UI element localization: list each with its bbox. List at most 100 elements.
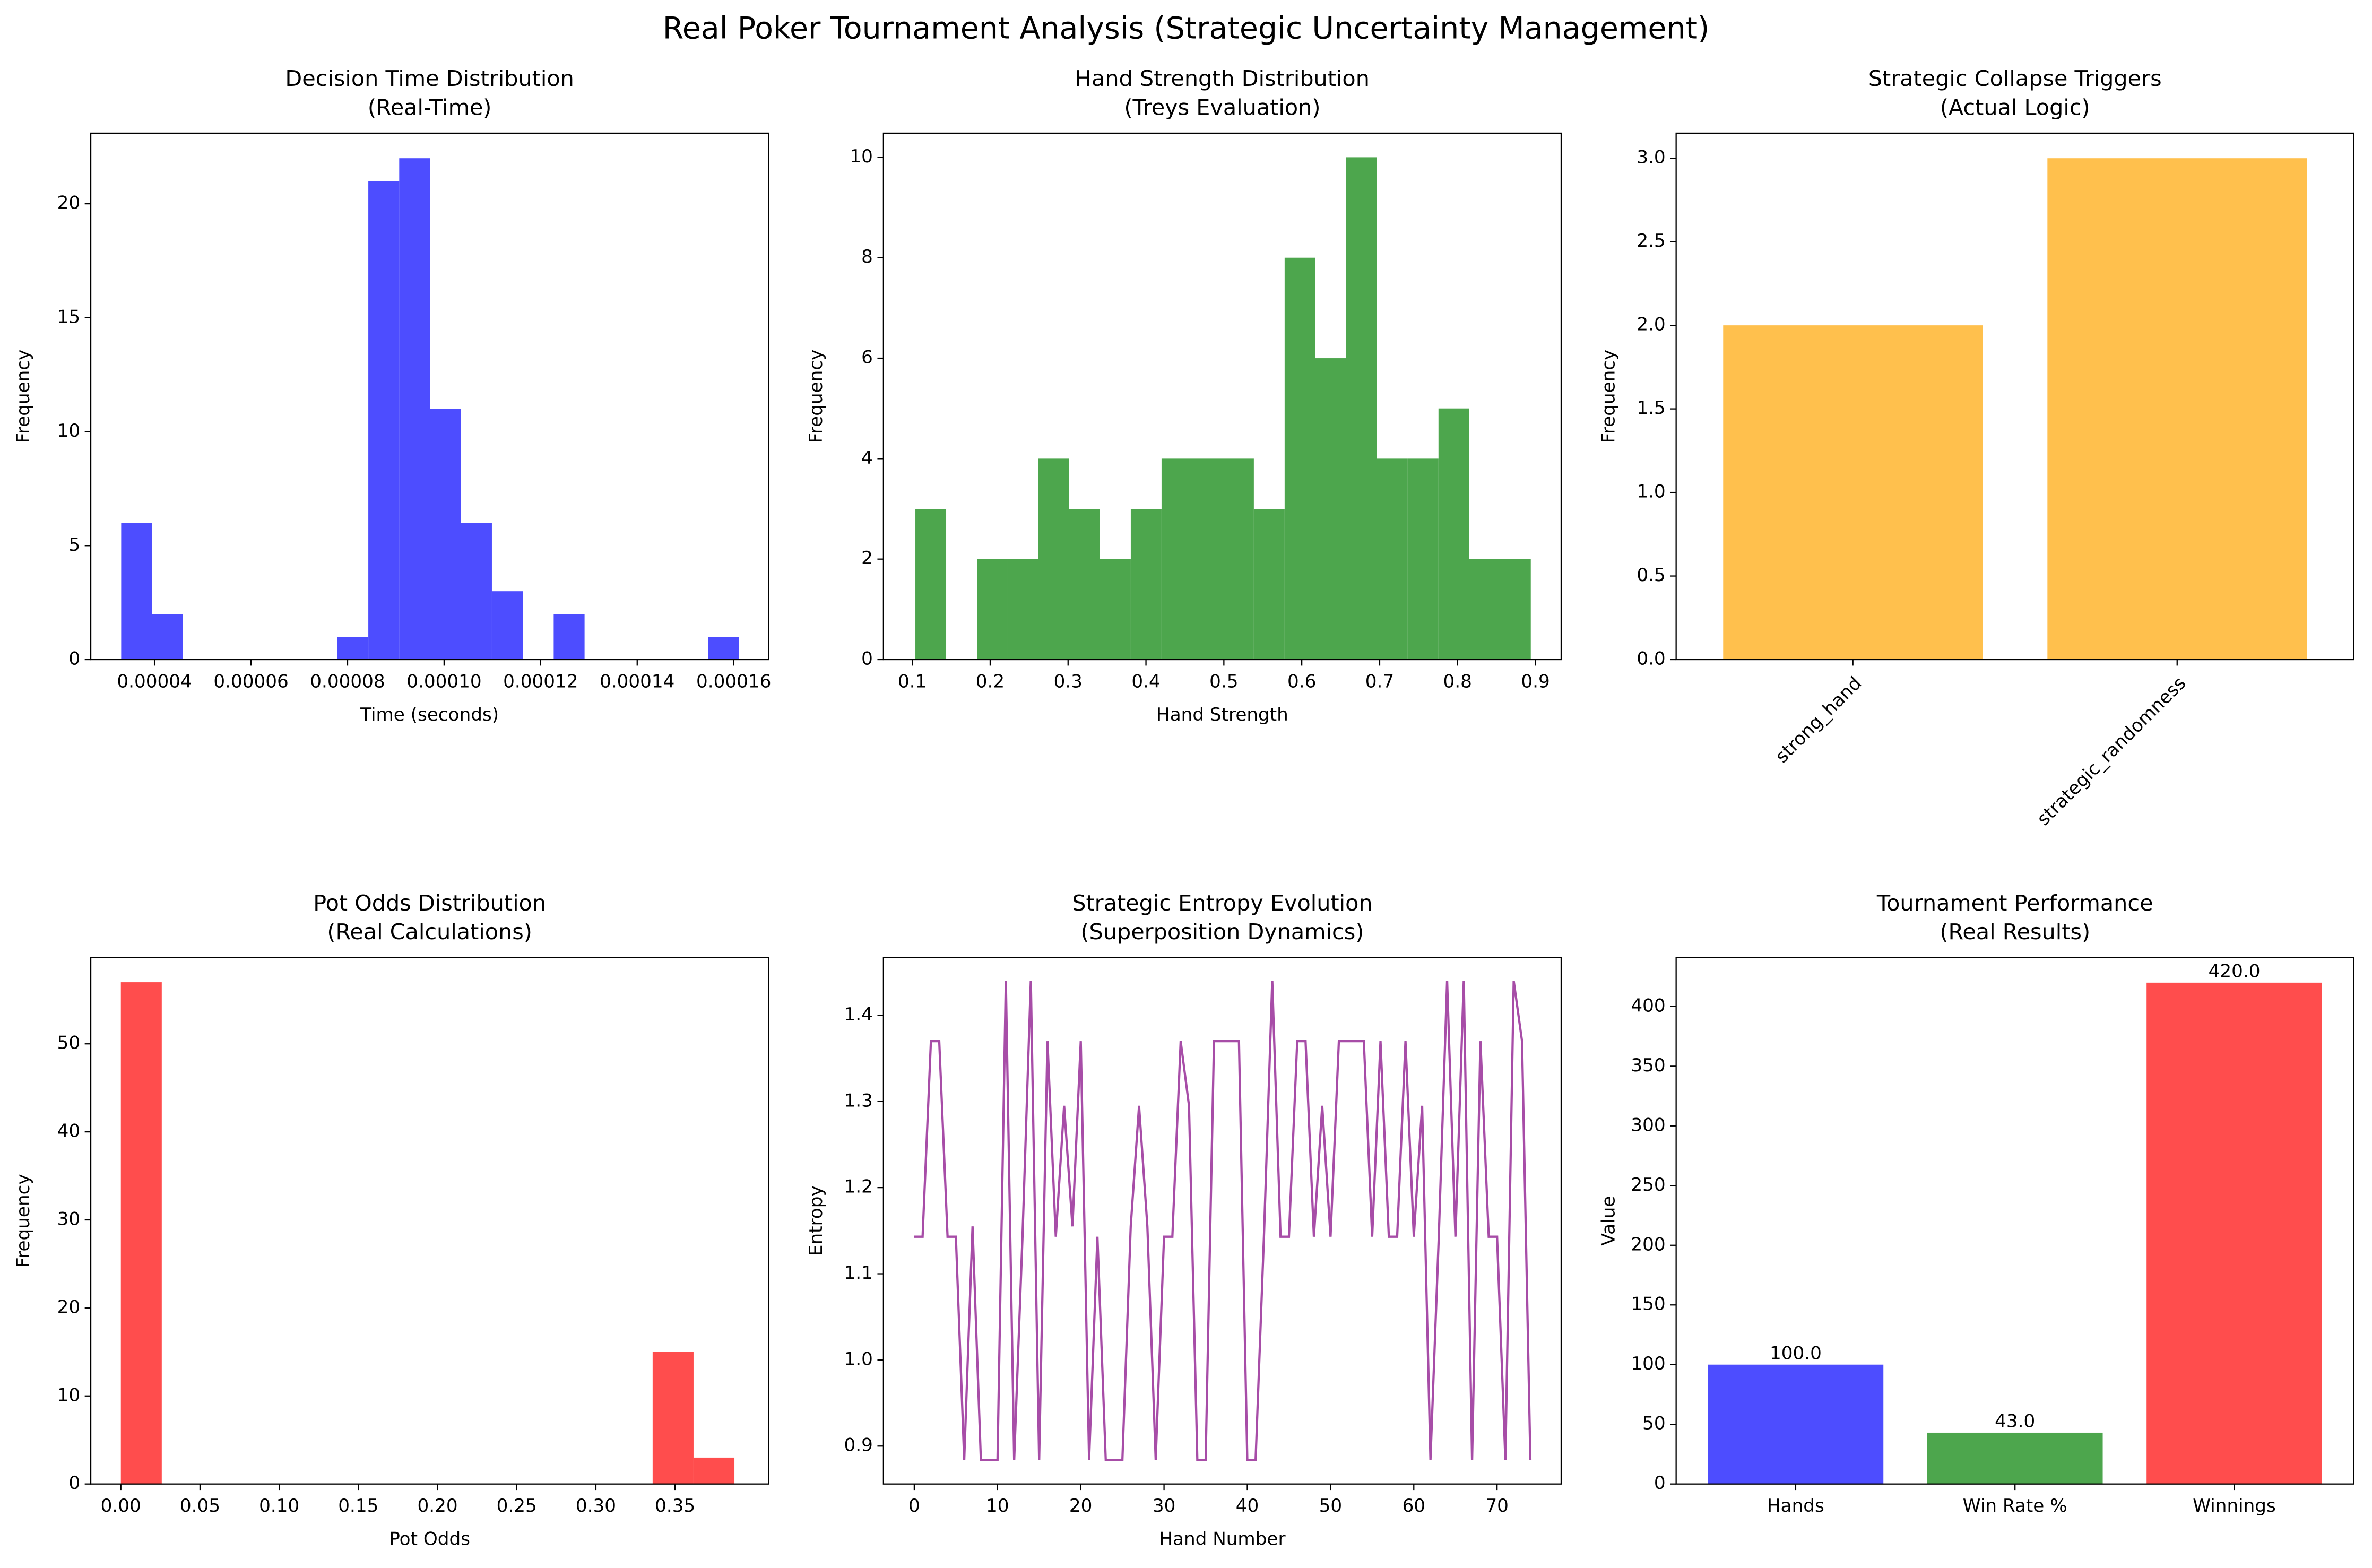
histogram-bar (1346, 157, 1377, 660)
y-tick-label: 15 (57, 306, 81, 327)
y-tick-label: 10 (850, 146, 873, 167)
bar (2047, 158, 2307, 660)
histogram-bar (1161, 458, 1192, 660)
histogram-bar (693, 1457, 735, 1484)
x-tick-label: 0.1 (898, 671, 927, 692)
x-tick-label: 0.6 (1287, 671, 1316, 692)
bar (2146, 982, 2322, 1484)
subplot-subtitle: (Superposition Dynamics) (1080, 919, 1364, 945)
histogram-bar (120, 982, 162, 1484)
y-axis-label: Frequency (1598, 350, 1620, 444)
x-tick-label: 30 (1153, 1495, 1176, 1517)
x-tick-label: 0.00010 (406, 671, 481, 692)
y-tick-label: 50 (57, 1033, 81, 1054)
histogram-bar (1192, 458, 1223, 660)
x-tick-label: Winnings (2193, 1495, 2276, 1517)
x-tick-label: 0.7 (1365, 671, 1394, 692)
y-tick-label: 350 (1631, 1055, 1665, 1076)
y-axis-label: Frequency (806, 350, 827, 444)
x-tick-label: 0.00012 (503, 671, 578, 692)
y-tick-label: 2.0 (1637, 314, 1665, 335)
y-tick-label: 2.5 (1637, 230, 1665, 252)
y-tick-label: 0.5 (1637, 565, 1665, 586)
bar (1927, 1432, 2103, 1484)
histogram-bar (1130, 509, 1162, 660)
y-tick-label: 2 (861, 548, 873, 569)
histogram-bar (152, 614, 183, 660)
histogram-bar (121, 523, 152, 660)
histogram-bar (553, 614, 585, 660)
x-tick-label: 0.35 (655, 1495, 695, 1517)
axes-frame (882, 132, 1562, 661)
histogram-bar (1407, 458, 1439, 660)
x-tick-label: 0.05 (180, 1495, 220, 1517)
y-tick-label: 10 (57, 420, 81, 441)
x-axis-label: Pot Odds (389, 1529, 470, 1550)
y-tick-label: 1.3 (844, 1090, 873, 1111)
y-axis-label: Frequency (13, 350, 34, 444)
y-tick-label: 20 (57, 193, 81, 214)
subplot-subtitle: (Real Calculations) (327, 919, 532, 945)
histogram-bar (652, 1352, 694, 1484)
histogram-bar (1223, 458, 1254, 660)
axes-frame (1675, 132, 2354, 661)
x-tick-label: 0.30 (576, 1495, 616, 1517)
y-tick-label: 400 (1631, 995, 1665, 1016)
x-tick-label: 0.00004 (117, 671, 192, 692)
y-tick-label: 1.0 (844, 1348, 873, 1370)
histogram-bar (368, 181, 400, 660)
y-tick-label: 1.2 (844, 1176, 873, 1198)
x-axis-label: Hand Number (1159, 1529, 1286, 1550)
histogram-bar (461, 523, 492, 660)
x-tick-label: 10 (986, 1495, 1009, 1517)
y-tick-label: 0 (68, 1472, 80, 1494)
y-tick-label: 10 (57, 1384, 81, 1406)
histogram-bar (1377, 458, 1408, 660)
bar (1708, 1364, 1884, 1484)
histogram-bar (708, 637, 739, 660)
subplot-title: Strategic Collapse Triggers (1868, 66, 2162, 91)
subplot-subtitle: (Real-Time) (368, 94, 492, 120)
y-tick-label: 1.1 (844, 1262, 873, 1284)
axes-frame (882, 957, 1562, 1485)
axes-frame (90, 957, 769, 1485)
histogram-bar (1469, 559, 1500, 660)
y-tick-label: 20 (57, 1296, 81, 1318)
x-tick-label: 40 (1236, 1495, 1259, 1517)
subplot-title: Pot Odds Distribution (313, 890, 546, 916)
x-tick-label: strategic_randomness (2033, 673, 2190, 830)
y-tick-label: 300 (1631, 1114, 1665, 1136)
histogram-bar (1438, 408, 1469, 660)
x-tick-label: 0 (908, 1495, 920, 1517)
x-tick-label: 50 (1319, 1495, 1343, 1517)
y-tick-label: 1.0 (1637, 481, 1665, 503)
y-tick-label: 3.0 (1637, 147, 1665, 168)
y-axis-label: Value (1598, 1196, 1620, 1246)
subplot-subtitle: (Treys Evaluation) (1124, 94, 1320, 120)
y-tick-label: 4 (861, 447, 873, 469)
histogram-bar (1284, 257, 1315, 660)
y-tick-label: 0 (861, 648, 873, 670)
x-tick-label: 0.2 (976, 671, 1005, 692)
y-axis-label: Frequency (13, 1174, 34, 1268)
x-tick-label: 0.5 (1209, 671, 1238, 692)
axes-frame (90, 132, 769, 661)
x-tick-label: 0.4 (1131, 671, 1160, 692)
subplot-title: Tournament Performance (1876, 890, 2153, 916)
figure-title: Real Poker Tournament Analysis (Strategi… (663, 11, 1709, 46)
y-tick-label: 8 (861, 246, 873, 267)
bar (1723, 325, 1983, 660)
y-tick-label: 5 (68, 534, 80, 556)
histogram-bar (977, 559, 1008, 660)
x-tick-label: 0.00006 (213, 671, 288, 692)
x-tick-label: strong_hand (1771, 673, 1866, 767)
y-tick-label: 50 (1642, 1413, 1666, 1434)
subplot-title: Strategic Entropy Evolution (1072, 890, 1372, 916)
histogram-bar (1100, 559, 1131, 660)
y-tick-label: 0 (1654, 1472, 1666, 1494)
histogram-bar (337, 637, 369, 660)
subplot-subtitle: (Real Results) (1940, 919, 2090, 945)
y-tick-label: 40 (57, 1121, 81, 1142)
x-tick-label: Win Rate % (1963, 1495, 2067, 1517)
